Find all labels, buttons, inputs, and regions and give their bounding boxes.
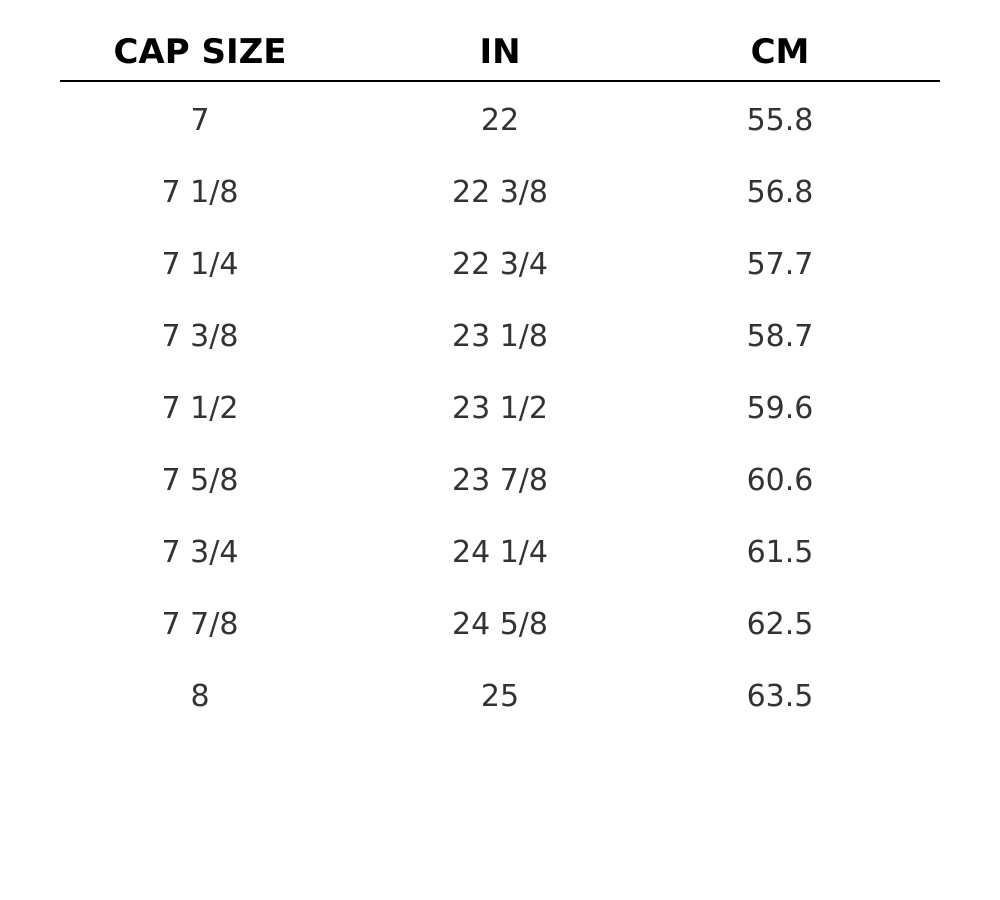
table-cell: 55.8	[746, 103, 814, 138]
table-cell: 7 1/4	[161, 247, 239, 282]
column-header: IN	[479, 32, 521, 72]
table-cell: 62.5	[746, 607, 814, 642]
table-cell: 7 3/4	[161, 535, 239, 570]
table-cell: 23 1/8	[452, 319, 548, 354]
header-rule	[60, 80, 940, 82]
table-cell: 22 3/8	[452, 175, 548, 210]
table-cell: 60.6	[746, 463, 814, 498]
table-cell: 7 3/8	[161, 319, 239, 354]
table-cell: 56.8	[746, 175, 814, 210]
table-cell: 22	[480, 103, 520, 138]
table-cell: 24 1/4	[452, 535, 548, 570]
column-header: CAP SIZE	[113, 32, 287, 72]
table-cell: 57.7	[746, 247, 814, 282]
table-cell: 7 7/8	[161, 607, 239, 642]
table-cell: 25	[480, 679, 520, 714]
table-cell: 8	[190, 679, 210, 714]
table-cell: 7 5/8	[161, 463, 239, 498]
table-cell: 23 7/8	[452, 463, 548, 498]
table-cell: 23 1/2	[452, 391, 548, 426]
table-cell: 58.7	[746, 319, 814, 354]
table-cell: 24 5/8	[452, 607, 548, 642]
table-cell: 22 3/4	[452, 247, 548, 282]
table-cell: 63.5	[746, 679, 814, 714]
column-header: CM	[750, 32, 810, 72]
table-cell: 7	[190, 103, 210, 138]
table-cell: 7 1/2	[161, 391, 239, 426]
table-cell: 7 1/8	[161, 175, 239, 210]
table-cell: 59.6	[746, 391, 814, 426]
table-cell: 61.5	[746, 535, 814, 570]
